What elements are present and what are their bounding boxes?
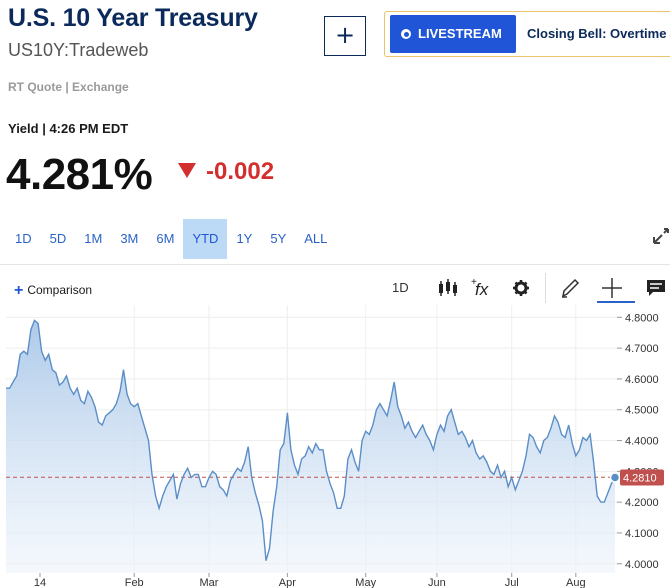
y-tick-label: 4.5000 bbox=[625, 405, 659, 417]
pencil-icon[interactable] bbox=[559, 276, 581, 300]
x-tick-label: May bbox=[355, 577, 376, 588]
x-tick-label: Mar bbox=[200, 577, 219, 588]
y-tick-label: 4.7000 bbox=[625, 343, 659, 355]
x-tick-label: Aug bbox=[566, 577, 586, 588]
livestream-show-title[interactable]: Closing Bell: Overtime bbox=[527, 26, 667, 41]
current-value-marker: 4.2810 bbox=[609, 469, 664, 486]
yield-timestamp: Yield | 4:26 PM EDT bbox=[8, 121, 129, 136]
x-tick-label: Jun bbox=[428, 577, 446, 588]
time-range-selector: 1D 5D 1M 3M 6M YTD 1Y 5Y ALL bbox=[6, 219, 336, 259]
x-tick-label: 14 bbox=[34, 577, 46, 588]
svg-text:+: + bbox=[471, 277, 477, 288]
x-tick-label: Feb bbox=[125, 577, 144, 588]
symbol-label: US10Y:Tradeweb bbox=[8, 40, 149, 60]
range-3m[interactable]: 3M bbox=[120, 231, 139, 246]
range-1y[interactable]: 1Y bbox=[236, 231, 253, 246]
interval-button[interactable]: 1D bbox=[392, 280, 409, 295]
active-tool-indicator bbox=[597, 301, 635, 303]
y-tick-label: 4.6000 bbox=[625, 374, 659, 386]
range-1m[interactable]: 1M bbox=[84, 231, 103, 246]
toolbar-divider bbox=[545, 273, 546, 303]
y-tick-label: 4.8000 bbox=[625, 312, 659, 324]
crosshair-icon[interactable] bbox=[601, 276, 623, 300]
yield-area bbox=[6, 320, 615, 573]
current-value-box bbox=[620, 469, 664, 486]
x-tick-label: Jul bbox=[505, 577, 519, 588]
down-triangle-icon bbox=[178, 163, 196, 178]
livestream-label: LIVESTREAM bbox=[418, 26, 502, 41]
plus-icon: + bbox=[14, 282, 24, 299]
livestream-badge[interactable]: LIVESTREAM bbox=[390, 15, 516, 53]
x-axis: 14 Feb Mar Apr May Jun Jul Aug bbox=[34, 573, 586, 588]
expand-icon[interactable] bbox=[651, 226, 670, 246]
y-tick-label: 4.2000 bbox=[625, 497, 659, 509]
quote-price: 4.281% bbox=[6, 150, 153, 199]
yield-chart[interactable]: 4.80004.70004.60004.50004.40004.30004.20… bbox=[0, 305, 670, 588]
current-value-label: 4.2810 bbox=[623, 473, 657, 485]
quote-change-value: -0.002 bbox=[206, 158, 275, 185]
range-5y[interactable]: 5Y bbox=[270, 231, 287, 246]
range-1d[interactable]: 1D bbox=[15, 231, 32, 246]
yield-line bbox=[6, 319, 616, 561]
x-tick-label: Apr bbox=[279, 577, 296, 588]
y-tick-label: 4.1000 bbox=[625, 528, 659, 540]
y-tick-label: 4.0000 bbox=[625, 559, 659, 571]
comparison-button[interactable]: + Comparison bbox=[14, 282, 92, 300]
add-to-watchlist-button[interactable]: + bbox=[324, 16, 366, 56]
quote-source: RT Quote | Exchange bbox=[8, 80, 129, 94]
page-title: U.S. 10 Year Treasury bbox=[8, 4, 258, 32]
range-6m[interactable]: 6M bbox=[156, 231, 175, 246]
current-dot bbox=[609, 472, 621, 483]
range-ytd[interactable]: YTD bbox=[183, 219, 228, 259]
comparison-label: Comparison bbox=[27, 283, 93, 297]
range-5d[interactable]: 5D bbox=[49, 231, 67, 246]
quote-change: -0.002 bbox=[178, 158, 274, 186]
y-tick-label: 4.4000 bbox=[625, 436, 659, 448]
chart-panel bbox=[0, 264, 670, 588]
range-all[interactable]: ALL bbox=[304, 231, 328, 246]
y-axis: 4.80004.70004.60004.50004.40004.30004.20… bbox=[617, 312, 659, 571]
candlestick-icon[interactable] bbox=[437, 276, 459, 300]
live-dot-icon bbox=[401, 29, 411, 39]
comment-icon[interactable] bbox=[645, 276, 667, 300]
gear-icon[interactable] bbox=[511, 276, 531, 300]
svg-text:fx: fx bbox=[475, 280, 489, 299]
livestream-banner[interactable]: LIVESTREAM Closing Bell: Overtime bbox=[384, 11, 670, 57]
indicators-fx-icon[interactable]: fx + bbox=[471, 276, 495, 300]
